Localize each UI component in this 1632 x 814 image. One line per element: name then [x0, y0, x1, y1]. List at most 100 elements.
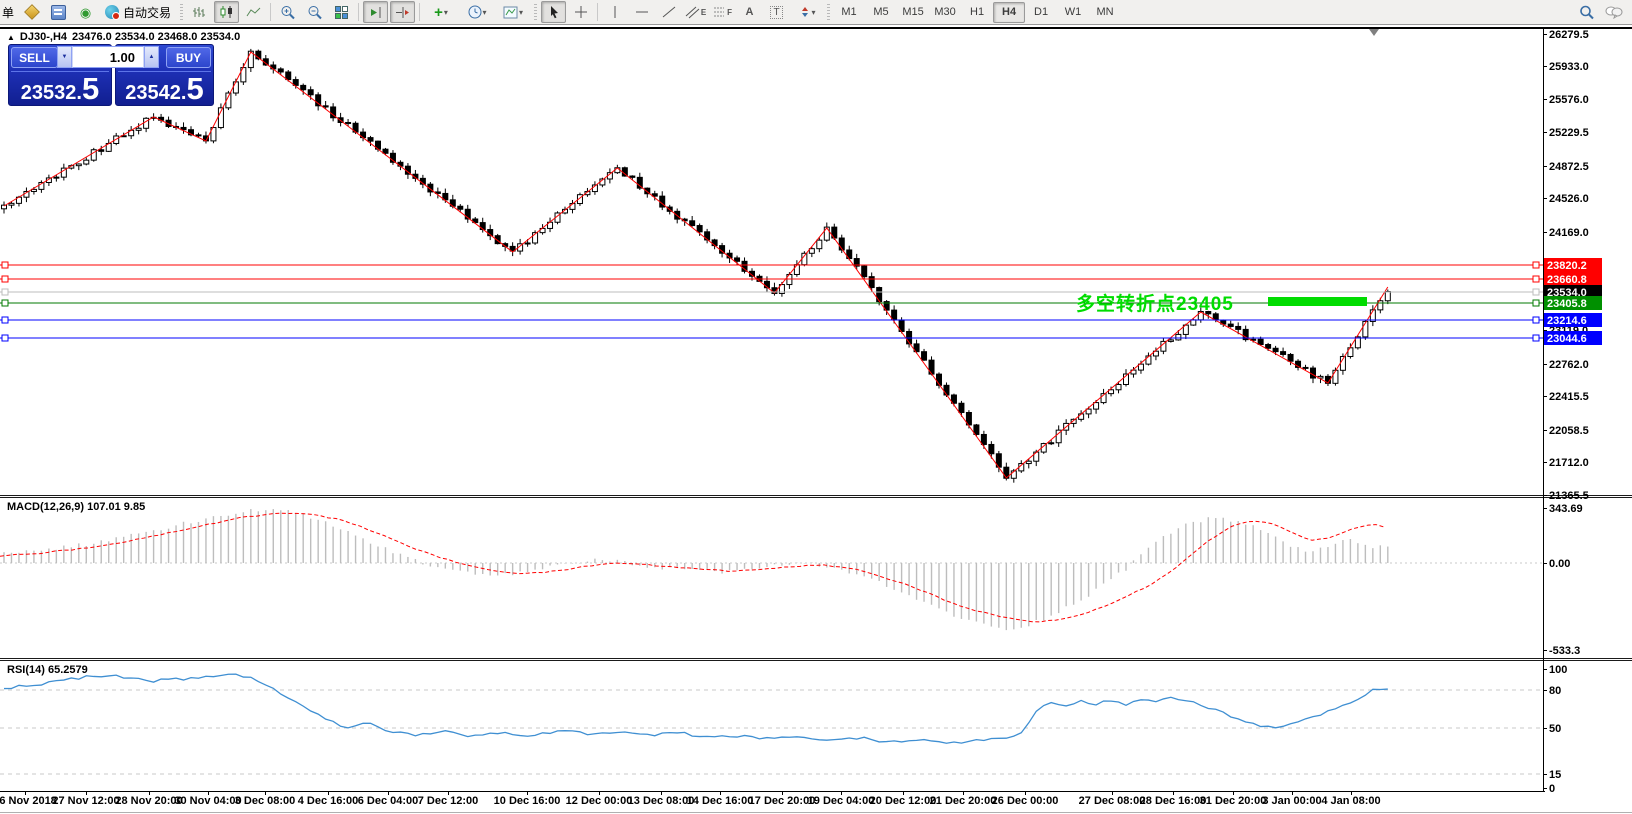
svg-text:23405.8: 23405.8 — [1547, 298, 1587, 310]
svg-text:21365.5: 21365.5 — [1549, 490, 1589, 502]
svg-text:7 Dec 12:00: 7 Dec 12:00 — [418, 795, 479, 807]
svg-text:0: 0 — [1549, 783, 1555, 795]
timeframe-MN[interactable]: MN — [1096, 6, 1114, 18]
symbol-period-label: DJ30-,H4 — [19, 31, 67, 43]
zoom-in-icon[interactable] — [275, 1, 300, 23]
panel-collapse-icon[interactable]: ▲ — [7, 32, 15, 42]
volume-control: ▼ ▲ — [57, 46, 159, 68]
svg-text:21712.0: 21712.0 — [1549, 457, 1589, 469]
svg-text:22415.5: 22415.5 — [1549, 391, 1589, 403]
svg-text:80: 80 — [1549, 685, 1561, 697]
timeframe-H1[interactable]: H1 — [970, 6, 985, 18]
svg-text:30 Nov 04:00: 30 Nov 04:00 — [174, 795, 241, 807]
svg-text:25229.5: 25229.5 — [1549, 127, 1589, 139]
autotrading-label: 自动交易 — [123, 5, 172, 20]
svg-text:4 Jan 08:00: 4 Jan 08:00 — [1321, 795, 1380, 807]
autotrading-button[interactable]: 自动交易 — [99, 2, 177, 22]
timeframe-M15[interactable]: M15 — [902, 6, 924, 18]
chart-shift-icon[interactable] — [390, 1, 416, 23]
tile-windows-icon[interactable] — [329, 1, 354, 23]
svg-text:6 Dec 04:00: 6 Dec 04:00 — [358, 795, 419, 807]
macd-label: MACD(12,26,9) 107.01 9.85 — [7, 501, 146, 513]
svg-text:28 Dec 16:00: 28 Dec 16:00 — [1140, 795, 1207, 807]
turning-point-annotation: 多空转折点23405 — [1076, 294, 1234, 315]
svg-text:-533.3: -533.3 — [1549, 645, 1580, 657]
chat-icon[interactable] — [1601, 1, 1626, 23]
sell-price: 23532.5 — [20, 71, 100, 106]
fibonacci-tool-icon[interactable]: F — [714, 7, 732, 17]
svg-text:100: 100 — [1549, 664, 1567, 676]
bar-chart-icon[interactable] — [187, 1, 212, 23]
auto-scroll-icon[interactable] — [363, 1, 389, 23]
volume-increase-button[interactable]: ▲ — [144, 46, 159, 68]
add-indicator-button[interactable]: + ▾ — [434, 3, 448, 21]
candlestick-chart-icon[interactable] — [214, 1, 240, 23]
svg-text:0.00: 0.00 — [1549, 558, 1570, 570]
svg-text:31 Dec 20:00: 31 Dec 20:00 — [1200, 795, 1267, 807]
svg-text:343.69: 343.69 — [1549, 503, 1583, 515]
text-label-tool-icon[interactable]: T — [764, 1, 789, 23]
svg-text:24526.0: 24526.0 — [1549, 193, 1589, 205]
timeframe-D1[interactable]: D1 — [1034, 6, 1049, 18]
chart-title: ▲ DJ30-,H4 23476.0 23534.0 23468.0 23534… — [7, 31, 240, 43]
new-order-label[interactable]: 单 — [2, 5, 15, 20]
zoom-out-icon[interactable] — [302, 1, 327, 23]
timeframe-H4[interactable]: H4 — [993, 1, 1026, 23]
sell-panel: SELL 23532.5 — [8, 44, 112, 106]
signal-icon[interactable]: ◉ — [79, 4, 92, 20]
volume-decrease-button[interactable]: ▼ — [57, 46, 72, 68]
timeframe-bar: M1 M5 M15 M30 H1 H4 D1 W1 MN — [833, 1, 1121, 23]
svg-text:50: 50 — [1549, 723, 1561, 735]
vertical-line-tool-icon[interactable] — [602, 1, 627, 23]
svg-text:4 Dec 16:00: 4 Dec 16:00 — [298, 795, 359, 807]
sell-button[interactable]: SELL — [11, 47, 58, 68]
svg-text:22058.5: 22058.5 — [1549, 425, 1589, 437]
svg-text:26 Nov 2018: 26 Nov 2018 — [0, 795, 57, 807]
toolbar: 单 ◉ 自动交易 + ▾ ▾ — [0, 0, 1632, 25]
svg-text:24872.5: 24872.5 — [1549, 161, 1589, 173]
svg-text:23660.8: 23660.8 — [1547, 274, 1587, 286]
timeframe-M1[interactable]: M1 — [841, 6, 857, 18]
autotrading-globe-icon — [105, 5, 121, 20]
svg-text:3 Jan 00:00: 3 Jan 00:00 — [1262, 795, 1321, 807]
template-button[interactable]: ▾ — [496, 1, 530, 23]
period-clock-button[interactable]: ▾ — [460, 1, 494, 23]
crosshair-icon[interactable] — [568, 1, 593, 23]
buy-price: 23542.5 — [125, 71, 204, 106]
text-tool-icon[interactable]: A — [745, 6, 754, 18]
svg-text:10 Dec 16:00: 10 Dec 16:00 — [494, 795, 561, 807]
arrows-tool-button[interactable]: ▾ — [791, 1, 823, 23]
svg-text:14 Dec 16:00: 14 Dec 16:00 — [687, 795, 754, 807]
rsi-label: RSI(14) 65.2579 — [7, 664, 88, 676]
svg-text:3 Dec 08:00: 3 Dec 08:00 — [235, 795, 296, 807]
svg-text:25576.0: 25576.0 — [1549, 94, 1589, 106]
toolbar-handle — [180, 4, 184, 20]
svg-text:12 Dec 00:00: 12 Dec 00:00 — [566, 795, 633, 807]
buy-panel: BUY 23542.5 — [115, 44, 214, 106]
svg-text:23044.6: 23044.6 — [1547, 333, 1587, 345]
svg-text:15: 15 — [1549, 769, 1561, 781]
svg-text:25933.0: 25933.0 — [1549, 61, 1589, 73]
svg-text:27 Nov 12:00: 27 Nov 12:00 — [52, 795, 119, 807]
timeframe-M5[interactable]: M5 — [873, 6, 889, 18]
horizontal-line-tool-icon[interactable] — [629, 1, 654, 23]
svg-text:28 Nov 20:00: 28 Nov 20:00 — [115, 795, 182, 807]
channel-tool-icon[interactable]: E — [683, 1, 708, 23]
market-watch-icon[interactable] — [46, 1, 71, 23]
timeframe-W1[interactable]: W1 — [1064, 6, 1082, 18]
timeframe-M30[interactable]: M30 — [934, 6, 956, 18]
svg-text:23214.6: 23214.6 — [1547, 315, 1587, 327]
svg-text:13 Dec 08:00: 13 Dec 08:00 — [628, 795, 695, 807]
volume-input[interactable] — [72, 46, 144, 68]
search-icon[interactable] — [1574, 1, 1599, 23]
cursor-icon[interactable] — [541, 1, 567, 23]
buy-button[interactable]: BUY — [166, 47, 211, 68]
svg-text:22762.0: 22762.0 — [1549, 359, 1589, 371]
one-click-trading-panel: SELL 23532.5 BUY 23542.5 ▼ ▲ — [8, 44, 214, 106]
svg-text:17 Dec 20:00: 17 Dec 20:00 — [749, 795, 816, 807]
chart-gold-icon[interactable] — [19, 1, 44, 23]
trendline-tool-icon[interactable] — [656, 1, 681, 23]
svg-text:26279.5: 26279.5 — [1549, 29, 1589, 41]
line-chart-icon[interactable] — [241, 1, 266, 23]
